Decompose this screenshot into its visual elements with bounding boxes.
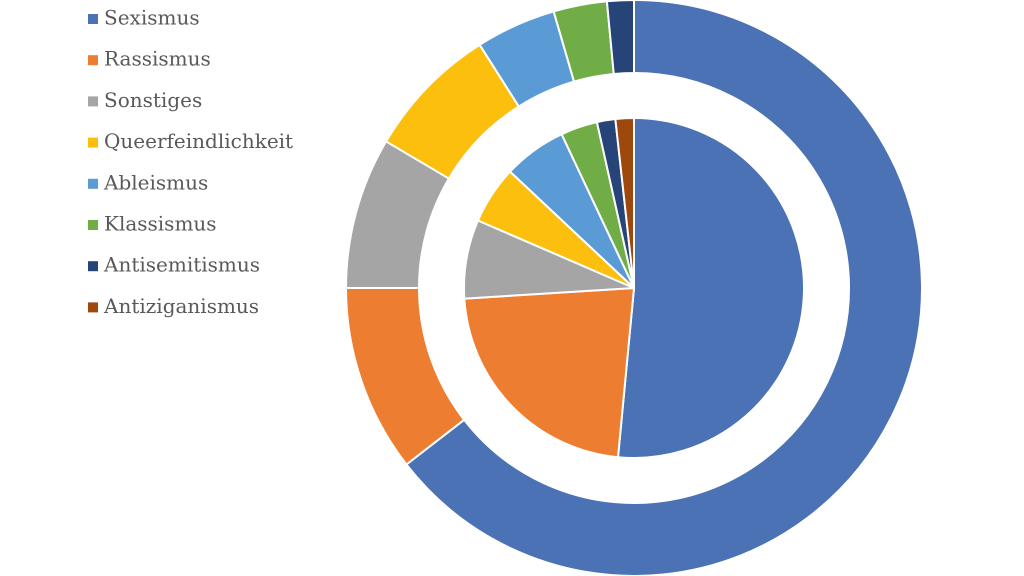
legend-swatch [88, 14, 98, 24]
legend-swatch [88, 178, 98, 189]
legend-swatch [88, 302, 98, 313]
legend-swatch [88, 220, 98, 230]
legend-swatch [88, 261, 98, 272]
legend-swatch [88, 137, 98, 148]
pie-slice [616, 116, 805, 459]
legend-swatch [88, 55, 98, 66]
legend-label: Klassismus [104, 212, 217, 236]
legend-label: Antisemitismus [103, 253, 260, 277]
legend-swatch [88, 96, 98, 107]
legend-label: Rassismus [104, 47, 211, 71]
pie-slice [463, 286, 636, 459]
legend-label: Antiziganismus [103, 294, 259, 318]
legend-label: Sonstiges [104, 88, 202, 112]
legend-label: Sexismus [104, 6, 200, 30]
pie-slice [614, 116, 635, 289]
pie-slice [405, 0, 923, 576]
legend-label: Ableismus [103, 170, 208, 194]
legend-label: Queerfeindlichkeit [104, 129, 293, 153]
